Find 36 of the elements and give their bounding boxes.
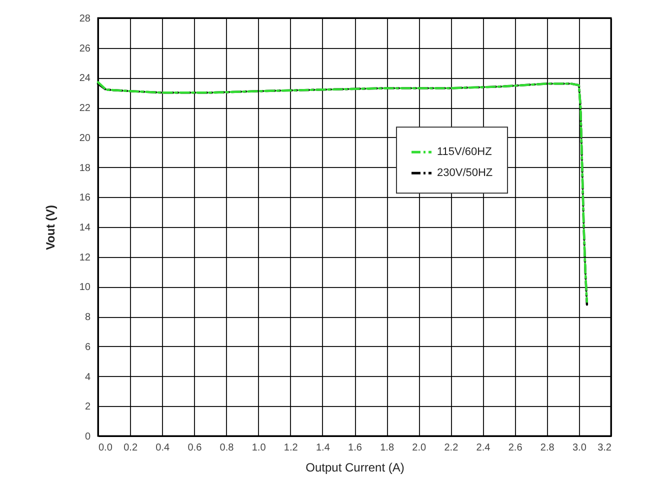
y-tick-label: 20 [79,132,91,144]
y-tick-label: 2 [84,402,91,413]
y-tick-label: 6 [84,342,91,353]
y-tick-label: 16 [79,192,91,204]
x-tick-label: 1.4 [316,442,330,454]
y-tick-label: 12 [79,252,91,264]
y-tick-label: 4 [84,372,91,383]
x-tick-label: 2.0 [412,442,427,454]
x-tick-label: 1.2 [284,442,298,454]
y-tick-label: 8 [84,312,91,324]
x-tick-label: 1.0 [252,442,266,454]
x-axis-title: Output Current (A) [306,460,404,474]
y-tick-label: 14 [79,222,91,234]
x-tick-label: 2.4 [476,442,491,454]
y-tick-label: 0 [84,432,91,442]
x-tick-label: 0.6 [188,442,202,454]
x-tick-label: 2.6 [508,442,523,454]
y-tick-label: 28 [79,14,91,24]
x-tick-label: 0.4 [156,442,170,454]
x-tick-label: 0.0 [98,442,113,454]
y-tick-label: 18 [79,162,91,174]
legend-label: 115V/60HZ [437,146,492,158]
y-tick-label: 10 [79,282,91,294]
x-tick-label: 1.6 [348,442,362,454]
x-tick-label: 3.0 [572,442,587,454]
x-tick-label: 1.8 [380,442,394,454]
y-tick-label: 26 [79,43,91,54]
y-axis-title: Vout (V) [43,204,58,250]
legend-label: 230V/50HZ [437,167,493,180]
x-tick-label: 3.2 [598,442,612,454]
y-tick-label: 22 [79,103,91,114]
x-tick-label: 0.8 [220,442,234,454]
x-tick-label: 2.2 [444,442,459,454]
x-tick-label: 0.2 [124,442,138,454]
x-tick-label: 2.8 [540,442,555,454]
y-tick-label: 24 [79,73,91,84]
